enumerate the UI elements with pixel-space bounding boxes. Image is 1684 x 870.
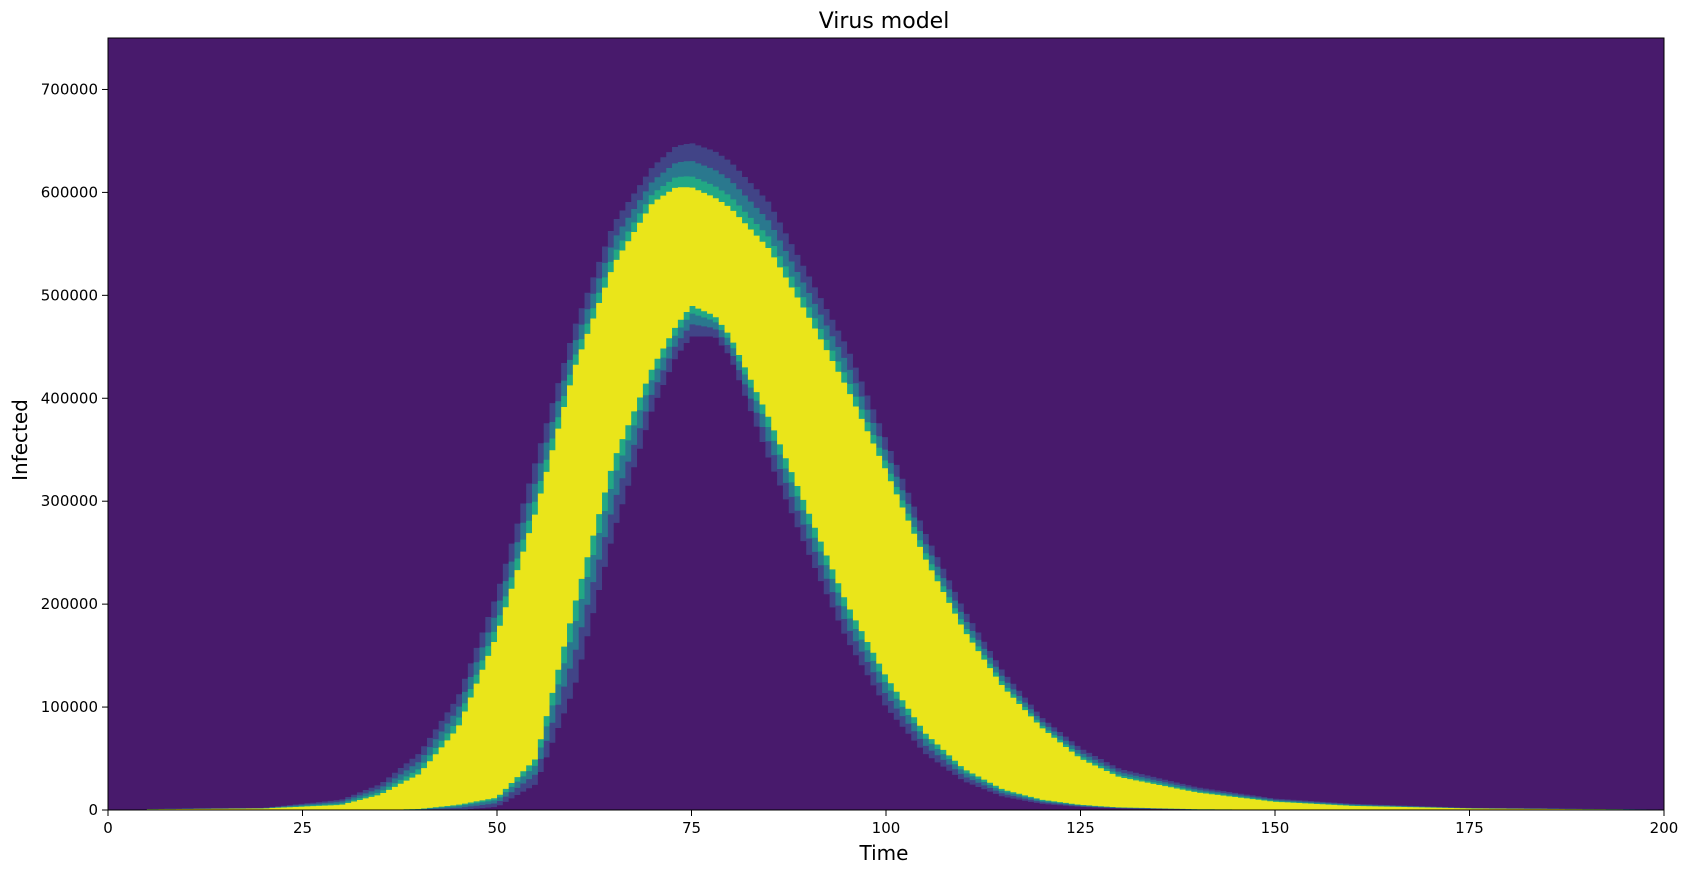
x-tick-label: 25 [293,819,312,837]
y-tick-label: 300000 [41,492,98,510]
x-tick-label: 200 [1650,819,1679,837]
y-tick-label: 200000 [41,595,98,613]
plot-area [107,37,1665,811]
x-tick-label: 150 [1261,819,1290,837]
x-tick-label: 100 [872,819,901,837]
x-tick-label: 175 [1455,819,1484,837]
x-tick-label: 0 [103,819,113,837]
x-tick-label: 75 [682,819,701,837]
x-tick-label: 50 [487,819,506,837]
chart-title: Virus model [819,9,950,34]
y-axis-title: Infected [8,399,32,481]
y-tick-label: 400000 [41,389,98,407]
y-tick-label: 700000 [41,80,98,98]
band-core [146,187,1664,810]
y-tick-label: 600000 [41,183,98,201]
y-tick-label: 500000 [41,286,98,304]
x-axis-title: Time [859,841,909,865]
x-tick-label: 125 [1066,819,1095,837]
y-tick-label: 100000 [41,698,98,716]
y-axis: 0 100000 200000 300000 400000 500000 600000 700… [41,80,108,819]
y-tick-label: 0 [88,801,98,819]
x-axis: 0 25 50 75 100 125 150 175 200 [103,810,1678,837]
